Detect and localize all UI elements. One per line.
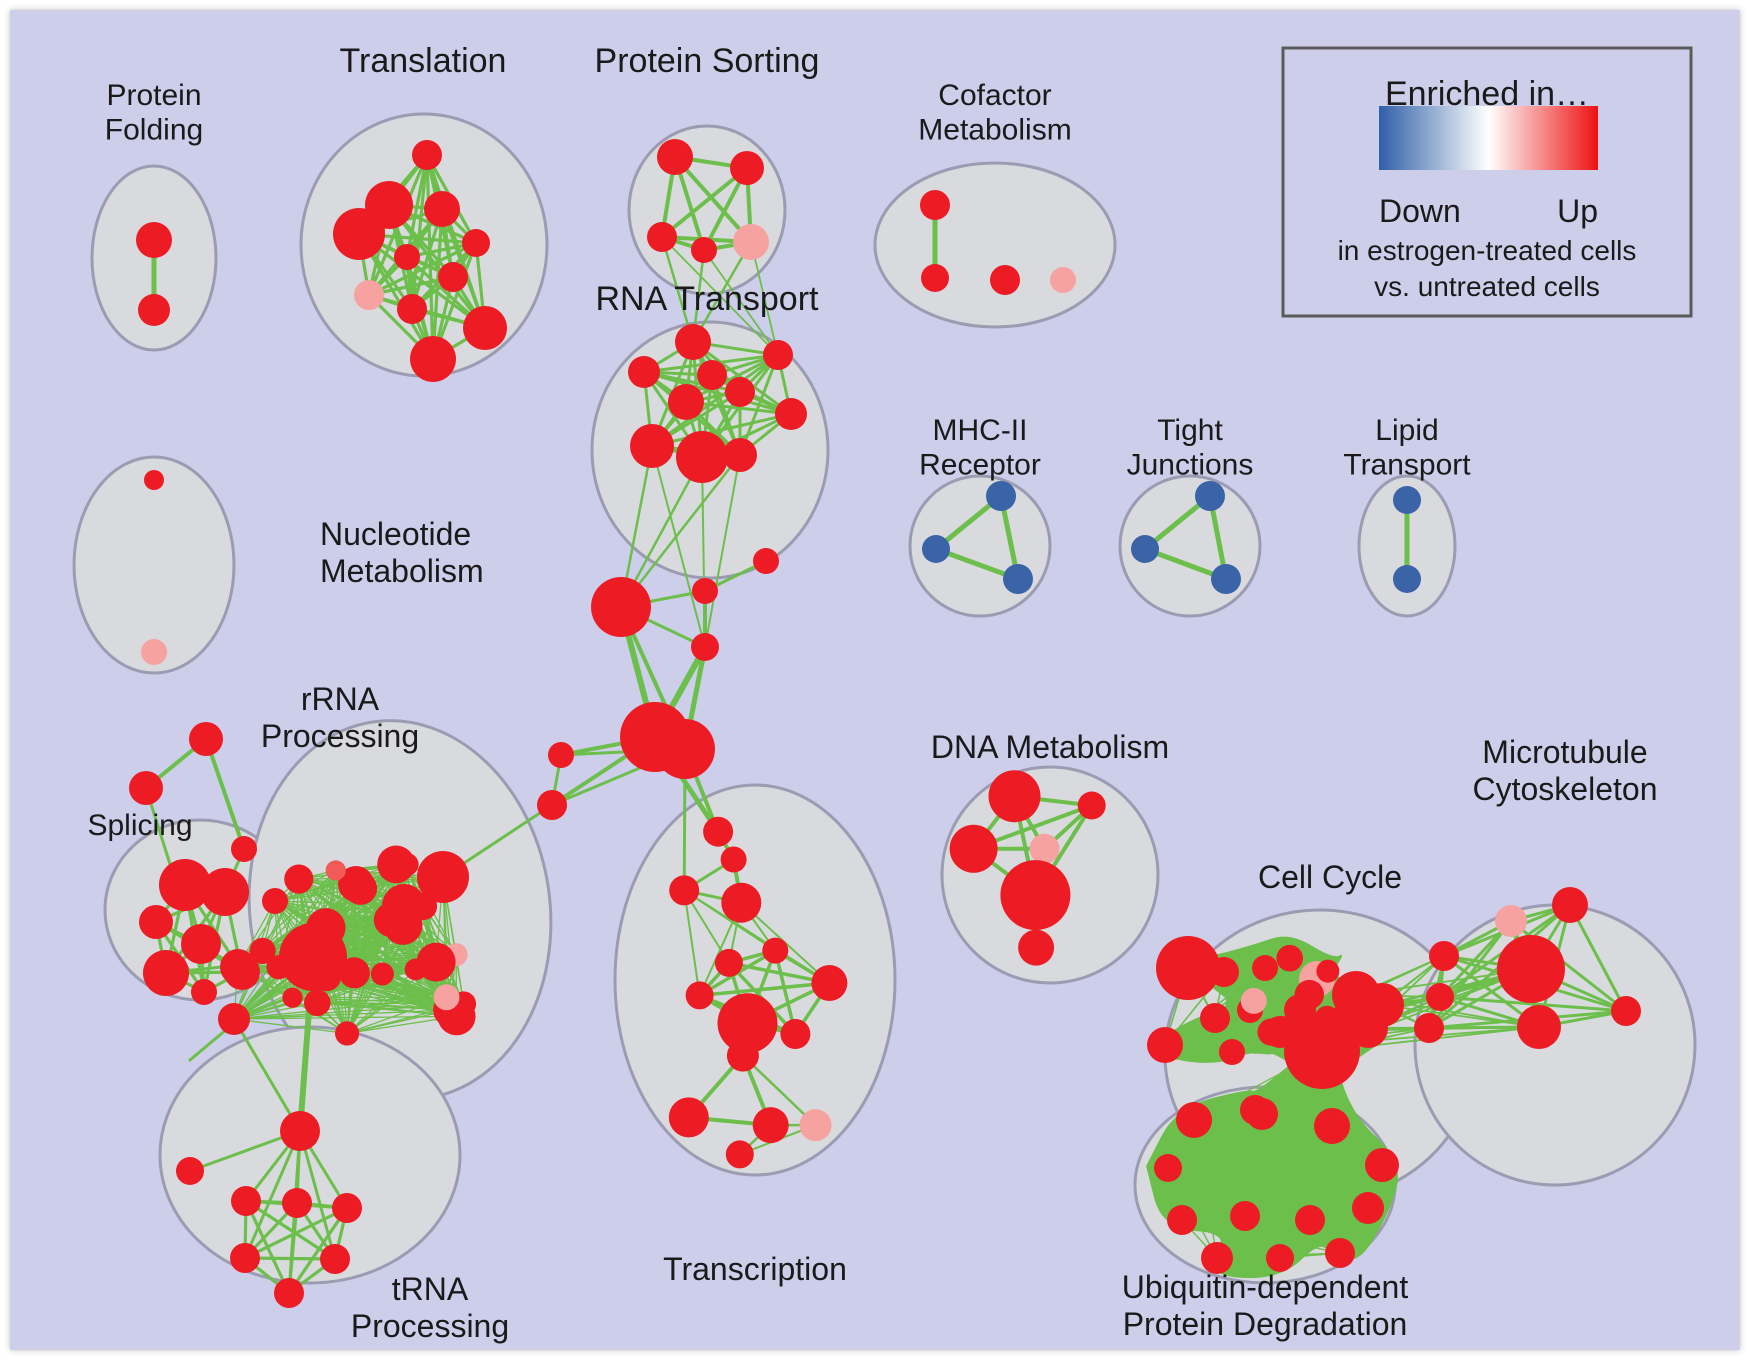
svg-text:vs. untreated cells: vs. untreated cells xyxy=(1374,271,1600,302)
svg-text:RNA Transport: RNA Transport xyxy=(596,280,820,318)
svg-text:Translation: Translation xyxy=(340,42,507,80)
svg-text:Protein Sorting: Protein Sorting xyxy=(595,42,820,80)
svg-text:Cell Cycle: Cell Cycle xyxy=(1258,859,1402,895)
svg-text:in estrogen-treated cells: in estrogen-treated cells xyxy=(1338,235,1637,266)
svg-text:DNA Metabolism: DNA Metabolism xyxy=(931,729,1169,765)
svg-text:Down: Down xyxy=(1379,193,1461,229)
svg-text:Transcription: Transcription xyxy=(663,1251,847,1287)
svg-text:Splicing: Splicing xyxy=(87,809,192,842)
svg-text:Up: Up xyxy=(1557,193,1598,229)
